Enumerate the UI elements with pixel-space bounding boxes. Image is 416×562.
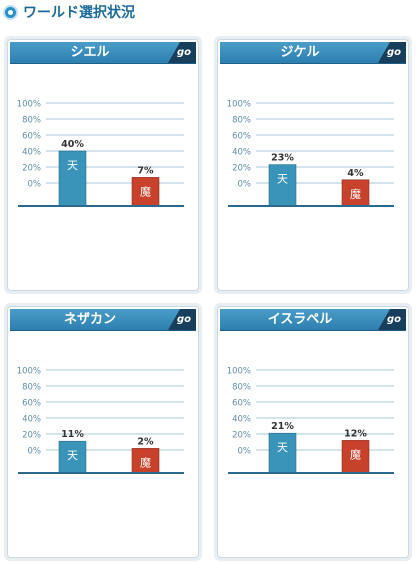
y-tick-label: 40%	[232, 148, 251, 158]
y-tick-label: 0%	[28, 447, 42, 457]
bar-value-label: 12%	[344, 428, 367, 439]
y-tick-label: 20%	[22, 431, 41, 441]
y-tick-label: 60%	[22, 399, 41, 409]
y-tick-label: 0%	[238, 447, 252, 457]
world-name: シエル	[70, 45, 110, 60]
angel-bar	[268, 432, 297, 474]
demon-bar	[341, 179, 370, 207]
demon-bar	[131, 448, 160, 474]
demon-category-label: 魔	[350, 187, 361, 201]
world-card-header: ネザカン go	[10, 309, 196, 331]
y-tick-label: 100%	[227, 367, 251, 377]
angel-bar	[268, 164, 297, 207]
world-ratio-chart: 100% 80% 60% 40% 20% 0% 23% 天 4% 魔	[227, 100, 394, 207]
y-tick-label: 80%	[232, 383, 251, 393]
bar-value-label: 23%	[271, 153, 294, 164]
y-tick-label: 100%	[17, 367, 41, 377]
world-name: ネザカン	[63, 312, 116, 327]
y-tick-label: 20%	[22, 164, 41, 174]
y-tick-label: 60%	[232, 399, 251, 409]
y-tick-label: 40%	[232, 415, 251, 425]
world-ratio-chart: 100% 80% 60% 40% 20% 0% 21% 天 12% 魔	[227, 367, 394, 474]
y-tick-label: 80%	[232, 116, 251, 126]
bar-value-label: 11%	[61, 429, 84, 440]
y-tick-label: 80%	[22, 383, 41, 393]
y-tick-label: 0%	[238, 180, 252, 190]
world-ratio-chart: 100% 80% 60% 40% 20% 0% 11% 天 2% 魔	[17, 367, 184, 474]
y-tick-label: 40%	[22, 415, 41, 425]
y-tick-label: 20%	[232, 164, 251, 174]
circle-bullet-icon	[3, 4, 18, 20]
angel-category-label: 天	[67, 449, 78, 462]
demon-category-label: 魔	[350, 447, 361, 461]
world-card-header: イスラペル go	[220, 309, 406, 331]
world-ratio-chart: 100% 80% 60% 40% 20% 0% 40% 天 7% 魔	[17, 100, 184, 207]
world-card-header: ジケル go	[220, 42, 406, 64]
demon-category-label: 魔	[140, 184, 151, 198]
world-name: イスラペル	[267, 312, 333, 327]
angel-category-label: 天	[67, 159, 78, 172]
y-tick-label: 80%	[22, 116, 41, 126]
page-title: ワールド選択状況	[23, 5, 135, 21]
y-tick-label: 60%	[22, 132, 41, 142]
world-name: ジケル	[280, 45, 320, 60]
world-card-1: ジケル go 100% 80% 60% 40% 20% 0% 23% 天 4% 魔	[214, 36, 412, 294]
angel-bar	[58, 440, 87, 474]
world-card-header: シエル go	[10, 42, 196, 64]
world-card-3: イスラペル go 100% 80% 60% 40% 20% 0% 21% 天 12% 魔	[214, 303, 412, 561]
bar-value-label: 21%	[271, 421, 294, 432]
y-tick-label: 100%	[227, 100, 251, 110]
y-tick-label: 20%	[232, 431, 251, 441]
demon-category-label: 魔	[140, 455, 151, 469]
world-card-0: シエル go 100% 80% 60% 40% 20% 0% 40% 天 7% 魔	[4, 36, 202, 294]
angel-category-label: 天	[277, 173, 288, 186]
bar-value-label: 4%	[347, 168, 364, 179]
world-card-2: ネザカン go 100% 80% 60% 40% 20% 0% 11% 天 2% 魔	[4, 303, 202, 561]
page-header: ワールド選択状況	[3, 2, 135, 22]
angel-bar	[58, 150, 87, 207]
y-tick-label: 100%	[17, 100, 41, 110]
bar-value-label: 40%	[61, 139, 84, 150]
angel-category-label: 天	[277, 441, 288, 454]
y-tick-label: 40%	[22, 148, 41, 158]
y-tick-label: 60%	[232, 132, 251, 142]
bar-value-label: 2%	[137, 436, 154, 447]
bar-value-label: 7%	[137, 165, 154, 176]
y-tick-label: 0%	[28, 180, 42, 190]
